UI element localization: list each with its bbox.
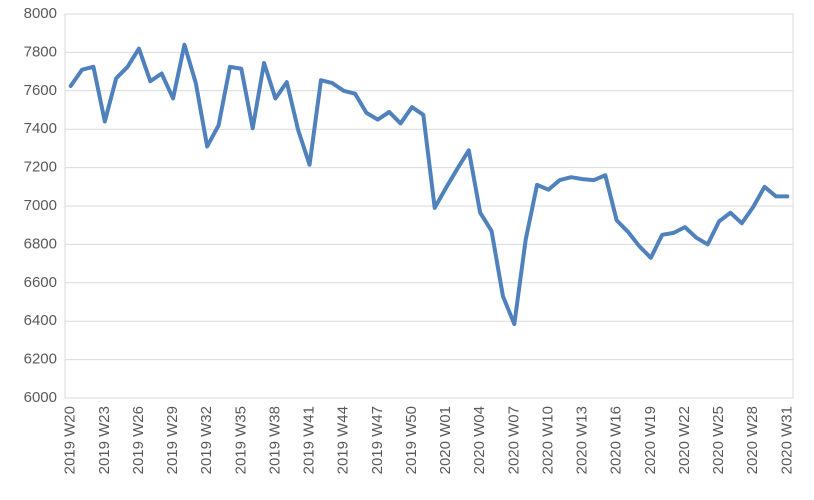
- y-tick-label: 7000: [24, 197, 57, 214]
- x-tick-label: 2019 W41: [301, 406, 318, 474]
- x-tick-label: 2019 W26: [130, 406, 147, 474]
- y-tick-label: 6400: [24, 312, 57, 329]
- x-tick-label: 2019 W38: [266, 406, 283, 474]
- y-tick-label: 8000: [24, 5, 57, 22]
- x-tick-label: 2019 W50: [403, 406, 420, 474]
- x-tick-label: 2019 W35: [232, 406, 249, 474]
- x-tick-label: 2020 W10: [539, 406, 556, 474]
- x-tick-label: 2020 W04: [471, 406, 488, 474]
- x-tick-label: 2020 W16: [608, 406, 625, 474]
- x-tick-label: 2020 W25: [710, 406, 727, 474]
- x-tick-label: 2020 W22: [676, 406, 693, 474]
- y-tick-label: 7800: [24, 43, 57, 60]
- data-line: [68, 42, 790, 327]
- plot-frame: [64, 13, 794, 399]
- x-tick-label: 2019 W44: [335, 406, 352, 474]
- x-tick-label: 2019 W32: [198, 406, 215, 474]
- x-tick-label: 2019 W23: [96, 406, 113, 474]
- x-tick-label: 2019 W47: [369, 406, 386, 474]
- x-tick-label: 2020 W31: [778, 406, 795, 474]
- y-tick-label: 6000: [24, 389, 57, 406]
- y-tick-label: 6600: [24, 274, 57, 291]
- x-tick-label: 2020 W01: [437, 406, 454, 474]
- y-tick-label: 7600: [24, 82, 57, 99]
- x-tick-label: 2019 W29: [164, 406, 181, 474]
- x-tick-label: 2020 W19: [642, 406, 659, 474]
- y-tick-label: 6800: [24, 235, 57, 252]
- y-tick-label: 6200: [24, 351, 57, 368]
- y-tick-label: 7400: [24, 120, 57, 137]
- y-tick-label: 7200: [24, 159, 57, 176]
- x-tick-label: 2020 W28: [744, 406, 761, 474]
- x-tick-label: 2020 W13: [574, 406, 591, 474]
- x-tick-label: 2020 W07: [505, 406, 522, 474]
- x-tick-label: 2019 W20: [62, 406, 79, 474]
